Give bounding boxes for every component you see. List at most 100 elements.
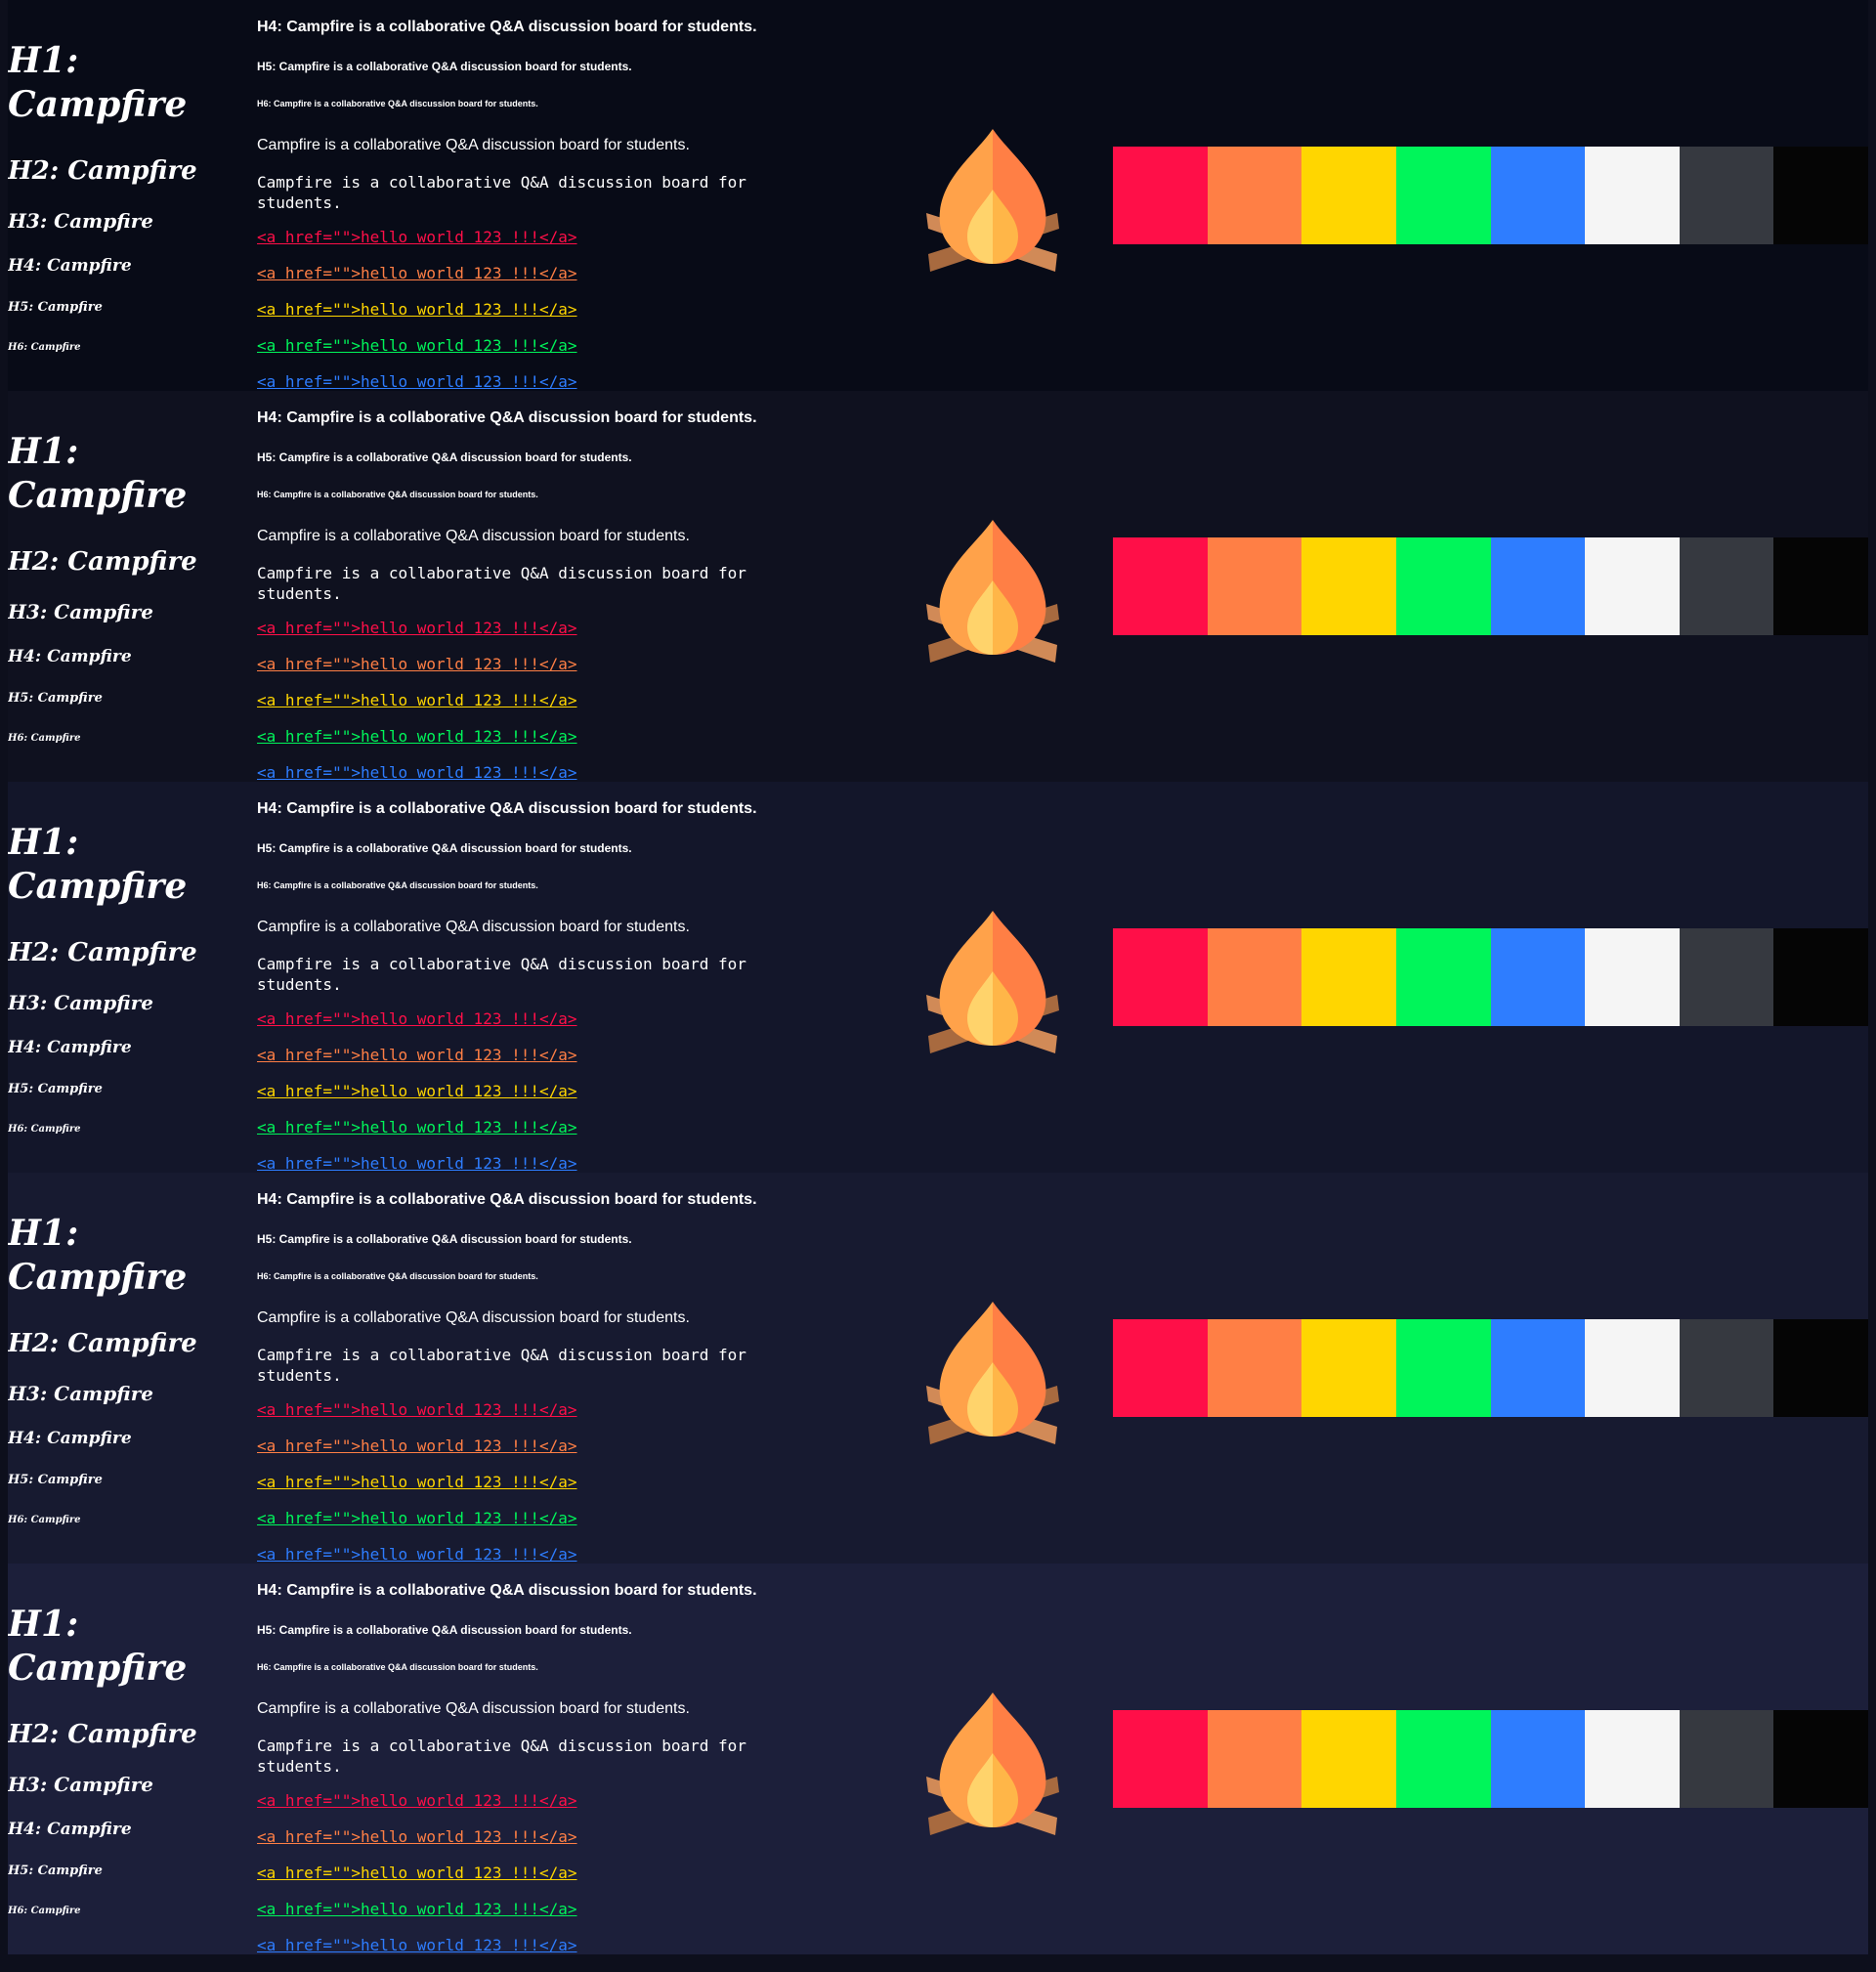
link-yellow[interactable]: <a href="">hello world 123 !!!</a> [257, 1864, 577, 1882]
h5-body-sample: H5: Campfire is a collaborative Q&A disc… [257, 1623, 632, 1637]
monospace-sample: Campfire is a collaborative Q&A discussi… [257, 1736, 746, 1776]
swatch-white [1585, 928, 1680, 1026]
swatch-yellow [1301, 537, 1396, 635]
theme-panel-3: H1: Campfire H2: Campfire H3: Campfire H… [8, 782, 1868, 1173]
link-orange[interactable]: <a href="">hello world 123 !!!</a> [257, 1827, 577, 1846]
paragraph-sample: Campfire is a collaborative Q&A discussi… [257, 528, 690, 544]
swatch-blue [1490, 1710, 1586, 1808]
link-green[interactable]: <a href="">hello world 123 !!!</a> [257, 1509, 577, 1527]
link-orange[interactable]: <a href="">hello world 123 !!!</a> [257, 655, 577, 673]
h5-body-sample: H5: Campfire is a collaborative Q&A disc… [257, 1232, 632, 1246]
swatch-red [1113, 1710, 1208, 1808]
swatch-red [1113, 537, 1208, 635]
link-red[interactable]: <a href="">hello world 123 !!!</a> [257, 619, 577, 637]
heading-samples: H1: Campfire H2: Campfire H3: Campfire H… [8, 782, 242, 1173]
h6-body-sample: H6: Campfire is a collaborative Q&A disc… [257, 490, 538, 499]
h5-body-sample: H5: Campfire is a collaborative Q&A disc… [257, 60, 632, 73]
h1-sample: H1: Campfire [8, 431, 188, 516]
h4-body-sample: H4: Campfire is a collaborative Q&A disc… [257, 800, 757, 817]
h1-sample: H1: Campfire [8, 1604, 188, 1689]
swatch-blue [1490, 537, 1586, 635]
h4-sample: H4: Campfire [8, 256, 132, 276]
swatch-orange [1207, 537, 1302, 635]
h6-sample: H6: Campfire [8, 1124, 81, 1135]
h6-body-sample: H6: Campfire is a collaborative Q&A disc… [257, 1662, 538, 1672]
link-red[interactable]: <a href="">hello world 123 !!!</a> [257, 1009, 577, 1028]
h5-sample: H5: Campfire [8, 691, 103, 706]
h4-sample: H4: Campfire [8, 1038, 132, 1057]
link-blue[interactable]: <a href="">hello world 123 !!!</a> [257, 763, 577, 782]
color-palette [1113, 1319, 1868, 1417]
swatch-blue [1490, 147, 1586, 244]
monospace-sample: Campfire is a collaborative Q&A discussi… [257, 564, 746, 603]
link-yellow[interactable]: <a href="">hello world 123 !!!</a> [257, 691, 577, 709]
swatch-red [1113, 147, 1208, 244]
swatch-orange [1207, 147, 1302, 244]
swatch-black [1773, 1319, 1868, 1417]
monospace-sample: Campfire is a collaborative Q&A discussi… [257, 173, 746, 212]
swatch-blue [1490, 1319, 1586, 1417]
swatch-yellow [1301, 1319, 1396, 1417]
link-orange[interactable]: <a href="">hello world 123 !!!</a> [257, 1436, 577, 1455]
paragraph-sample: Campfire is a collaborative Q&A discussi… [257, 919, 690, 935]
link-green[interactable]: <a href="">hello world 123 !!!</a> [257, 727, 577, 746]
h6-sample: H6: Campfire [8, 1906, 81, 1916]
swatch-green [1395, 537, 1491, 635]
swatch-orange [1207, 1710, 1302, 1808]
link-blue[interactable]: <a href="">hello world 123 !!!</a> [257, 1154, 577, 1173]
link-yellow[interactable]: <a href="">hello world 123 !!!</a> [257, 300, 577, 319]
h5-sample: H5: Campfire [8, 1864, 103, 1878]
h3-sample: H3: Campfire [8, 209, 153, 233]
link-yellow[interactable]: <a href="">hello world 123 !!!</a> [257, 1082, 577, 1100]
link-green[interactable]: <a href="">hello world 123 !!!</a> [257, 1118, 577, 1136]
text-samples: H4: Campfire is a collaborative Q&A disc… [257, 1564, 804, 1954]
color-palette [1113, 537, 1868, 635]
h6-body-sample: H6: Campfire is a collaborative Q&A disc… [257, 99, 538, 108]
swatch-orange [1207, 1319, 1302, 1417]
swatch-black [1773, 1710, 1868, 1808]
link-blue[interactable]: <a href="">hello world 123 !!!</a> [257, 1545, 577, 1564]
h1-sample: H1: Campfire [8, 1213, 188, 1298]
link-yellow[interactable]: <a href="">hello world 123 !!!</a> [257, 1473, 577, 1491]
h5-sample: H5: Campfire [8, 1082, 103, 1096]
link-red[interactable]: <a href="">hello world 123 !!!</a> [257, 1791, 577, 1810]
swatch-green [1395, 928, 1491, 1026]
h5-body-sample: H5: Campfire is a collaborative Q&A disc… [257, 841, 632, 855]
h3-sample: H3: Campfire [8, 991, 153, 1014]
link-blue[interactable]: <a href="">hello world 123 !!!</a> [257, 1936, 577, 1954]
campfire-icon [926, 520, 1059, 663]
theme-panel-4: H1: Campfire H2: Campfire H3: Campfire H… [8, 1173, 1868, 1564]
h3-sample: H3: Campfire [8, 600, 153, 623]
swatch-red [1113, 1319, 1208, 1417]
link-orange[interactable]: <a href="">hello world 123 !!!</a> [257, 264, 577, 282]
heading-samples: H1: Campfire H2: Campfire H3: Campfire H… [8, 391, 242, 782]
link-red[interactable]: <a href="">hello world 123 !!!</a> [257, 228, 577, 246]
swatch-red [1113, 928, 1208, 1026]
h4-sample: H4: Campfire [8, 1820, 132, 1839]
h4-body-sample: H4: Campfire is a collaborative Q&A disc… [257, 19, 757, 35]
swatch-white [1585, 1319, 1680, 1417]
swatch-black [1773, 928, 1868, 1026]
link-orange[interactable]: <a href="">hello world 123 !!!</a> [257, 1046, 577, 1064]
link-green[interactable]: <a href="">hello world 123 !!!</a> [257, 1900, 577, 1918]
theme-panel-2: H1: Campfire H2: Campfire H3: Campfire H… [8, 391, 1868, 782]
link-green[interactable]: <a href="">hello world 123 !!!</a> [257, 336, 577, 355]
swatch-yellow [1301, 1710, 1396, 1808]
h1-sample: H1: Campfire [8, 822, 188, 907]
link-red[interactable]: <a href="">hello world 123 !!!</a> [257, 1400, 577, 1419]
campfire-icon [926, 129, 1059, 272]
link-blue[interactable]: <a href="">hello world 123 !!!</a> [257, 372, 577, 391]
text-samples: H4: Campfire is a collaborative Q&A disc… [257, 391, 804, 782]
swatch-white [1585, 147, 1680, 244]
h2-sample: H2: Campfire [8, 156, 197, 186]
h6-body-sample: H6: Campfire is a collaborative Q&A disc… [257, 880, 538, 890]
text-samples: H4: Campfire is a collaborative Q&A disc… [257, 1173, 804, 1564]
monospace-sample: Campfire is a collaborative Q&A discussi… [257, 955, 746, 994]
h6-sample: H6: Campfire [8, 342, 81, 353]
campfire-icon [926, 1693, 1059, 1835]
h6-sample: H6: Campfire [8, 1515, 81, 1525]
swatch-gray [1679, 1710, 1774, 1808]
swatch-gray [1679, 147, 1774, 244]
swatch-green [1395, 147, 1491, 244]
h2-sample: H2: Campfire [8, 938, 197, 967]
